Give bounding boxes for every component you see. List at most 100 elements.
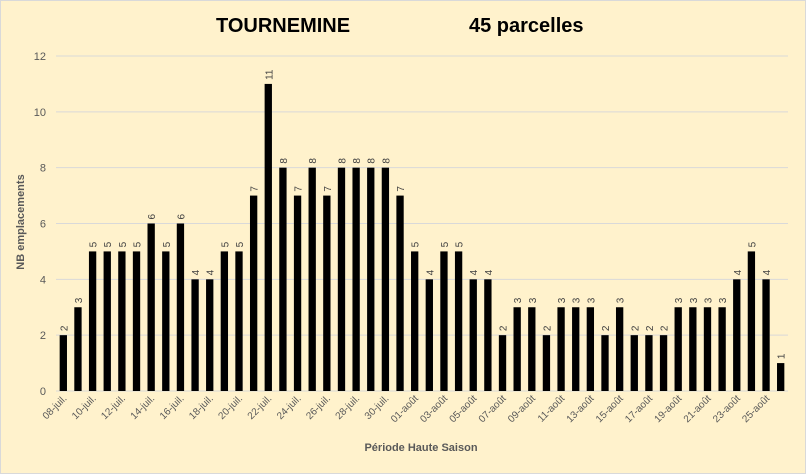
y-tick-label: 4 [40, 274, 46, 286]
data-label: 5 [411, 241, 422, 247]
bar [469, 279, 477, 391]
data-label: 3 [586, 297, 597, 303]
data-label: 4 [484, 269, 495, 275]
x-tick-label: 13-août [565, 393, 597, 425]
data-label: 8 [337, 158, 348, 164]
bar [645, 335, 653, 391]
bar [103, 251, 111, 391]
x-tick-label: 22-juil. [246, 393, 275, 422]
x-tick-label: 16-juil. [158, 393, 187, 422]
bar [191, 279, 199, 391]
data-label: 5 [747, 241, 758, 247]
y-tick-label: 0 [40, 386, 46, 398]
y-tick-label: 12 [34, 51, 46, 63]
data-label: 4 [733, 269, 744, 275]
data-label: 8 [308, 158, 319, 164]
bar [249, 195, 258, 391]
y-tick-label: 6 [40, 219, 46, 231]
bar [586, 307, 595, 391]
bar [557, 307, 565, 391]
bar [279, 167, 287, 391]
data-label: 3 [689, 297, 700, 303]
bar [220, 251, 229, 391]
chart-subtitle: 45 parcelles [469, 15, 584, 37]
data-label: 5 [133, 241, 144, 247]
y-tick-label: 10 [34, 107, 46, 119]
bar [59, 335, 67, 391]
data-label: 2 [542, 325, 553, 331]
bar [528, 307, 536, 391]
bar [733, 279, 741, 391]
bar [572, 307, 580, 391]
data-label: 3 [513, 297, 524, 303]
bar [323, 195, 331, 391]
data-label: 2 [660, 325, 671, 331]
data-label: 7 [323, 186, 334, 192]
data-label: 11 [264, 69, 275, 80]
data-label: 3 [74, 297, 85, 303]
data-label: 6 [147, 214, 158, 220]
data-label: 3 [703, 297, 714, 303]
data-label: 4 [206, 269, 217, 275]
x-tick-label: 18-juil. [187, 393, 216, 422]
x-tick-label: 30-juil. [363, 393, 392, 422]
data-label: 3 [528, 297, 539, 303]
x-tick-label: 23-août [711, 393, 743, 425]
bar [630, 335, 638, 391]
data-label: 5 [103, 241, 114, 247]
x-tick-label: 07-août [477, 393, 509, 425]
data-label: 8 [367, 158, 378, 164]
bar [703, 307, 712, 391]
data-label: 2 [601, 325, 612, 331]
bar [337, 167, 346, 391]
x-tick-label: 21-août [682, 393, 714, 425]
data-label: 2 [630, 325, 641, 331]
x-tick-label: 01-août [389, 393, 421, 425]
bar [411, 251, 419, 391]
bar [352, 167, 360, 391]
bar [147, 223, 155, 391]
x-tick-label: 19-août [653, 393, 685, 425]
x-tick-label: 12-juil. [99, 393, 128, 422]
data-label: 6 [176, 214, 187, 220]
x-tick-label: 20-juil. [217, 393, 246, 422]
bar [615, 307, 624, 391]
bar [264, 83, 272, 392]
x-tick-label: 28-juil. [334, 393, 363, 422]
bar [542, 335, 551, 391]
bar [396, 195, 404, 391]
bar [454, 251, 463, 391]
data-label: 5 [89, 241, 100, 247]
chart-title: TOURNEMINE [216, 15, 351, 37]
data-label: 5 [235, 241, 246, 247]
x-tick-label: 17-août [623, 393, 655, 425]
x-tick-label: 24-juil. [275, 393, 304, 422]
data-label: 4 [469, 269, 480, 275]
data-label: 8 [279, 158, 290, 164]
x-tick-label: 05-août [448, 393, 480, 425]
x-tick-label: 03-août [418, 393, 450, 425]
data-label: 5 [440, 241, 451, 247]
data-label: 4 [425, 269, 436, 275]
x-tick-label: 26-juil. [304, 393, 333, 422]
bar [762, 279, 770, 391]
bar [88, 251, 97, 391]
data-label: 3 [674, 297, 685, 303]
data-label: 1 [777, 353, 788, 359]
x-tick-label: 14-juil. [129, 393, 158, 422]
bar [176, 223, 185, 391]
data-label: 3 [557, 297, 568, 303]
data-label: 8 [352, 158, 363, 164]
data-label: 4 [762, 269, 773, 275]
bar [367, 167, 375, 391]
x-tick-label: 15-août [594, 393, 626, 425]
data-label: 3 [718, 297, 729, 303]
bar [601, 335, 609, 391]
data-label: 7 [396, 186, 407, 192]
data-label: 5 [162, 241, 173, 247]
data-label: 3 [572, 297, 583, 303]
data-label: 3 [616, 297, 627, 303]
y-tick-label: 2 [40, 330, 46, 342]
